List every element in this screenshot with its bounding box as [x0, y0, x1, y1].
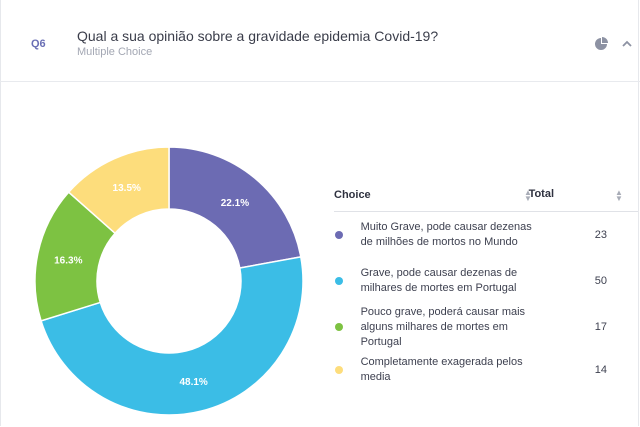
slice-percent-label: 13.5% — [113, 183, 141, 194]
question-number: Q6 — [31, 38, 46, 50]
legend-dot-cell — [334, 304, 361, 350]
legend-dot-cell — [334, 350, 361, 390]
choice-column-header[interactable]: Choice ▲ ▼ — [334, 178, 547, 212]
legend-dot-cell — [334, 258, 361, 304]
table-header-row: Choice ▲ ▼ Total — [334, 178, 638, 212]
choice-total: 17 — [594, 321, 607, 333]
sort-icon[interactable]: ▲ ▼ — [524, 188, 532, 203]
slice-percent-label: 16.3% — [54, 255, 82, 266]
choice-header-label: Choice — [334, 188, 371, 201]
table-row: Pouco grave, poderá causar mais alguns m… — [334, 304, 638, 350]
question-title: Qual a sua opinião sobre a gravidade epi… — [77, 28, 439, 44]
total-header-label: Total — [528, 188, 555, 200]
table-row: Grave, pode causar dezenas de milhares d… — [334, 258, 638, 304]
choice-total: 14 — [594, 364, 607, 376]
table-row: Muito Grave, pode causar dezenas de milh… — [334, 212, 638, 259]
choice-label: Pouco grave, poderá causar mais alguns m… — [360, 305, 526, 348]
legend-dot — [335, 323, 343, 331]
sort-icon[interactable]: ▲ ▼ — [615, 188, 623, 203]
choice-total: 50 — [594, 275, 607, 287]
question-type: Multiple Choice — [77, 46, 153, 58]
donut-slice[interactable] — [168, 146, 302, 269]
choice-label: Muito Grave, pode causar dezenas de milh… — [360, 221, 532, 248]
donut-slice[interactable] — [40, 255, 304, 416]
choice-label: Grave, pode causar dezenas de milhares d… — [360, 267, 518, 294]
slice-percent-label: 22.1% — [221, 198, 249, 209]
results-table: Choice ▲ ▼ Total Muito Grave, pode causar… — [334, 178, 638, 390]
slice-percent-label: 48.1% — [179, 377, 207, 388]
donut-chart: 22.1% 48.1% 16.3% 13.5% — [34, 146, 304, 416]
legend-dot — [335, 366, 343, 374]
pie-chart-icon[interactable] — [594, 37, 608, 51]
donut-slice[interactable] — [67, 146, 170, 235]
question-header: Q6 Qual a sua opinião sobre a gravidade … — [0, 0, 640, 82]
legend-dot — [335, 277, 343, 285]
choice-total: 23 — [594, 229, 607, 241]
legend-dot-cell — [334, 212, 361, 259]
legend-dot — [335, 231, 343, 239]
table-row: Completamente exagerada pelos media 14 — [334, 350, 638, 390]
total-column-header[interactable]: Total — [529, 178, 638, 212]
chevron-up-icon[interactable] — [621, 39, 633, 49]
choice-label: Completamente exagerada pelos media — [360, 356, 523, 383]
